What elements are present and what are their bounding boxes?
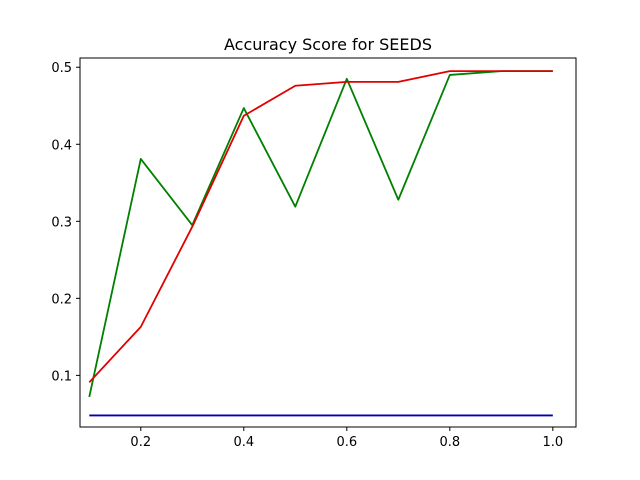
y-tick-label: 0.2	[51, 292, 72, 307]
series-line-1	[88, 70, 553, 398]
x-tick-label: 0.2	[130, 435, 151, 450]
y-tick-label: 0.4	[51, 138, 72, 153]
series-layer	[88, 70, 553, 417]
y-tick-label: 0.3	[51, 215, 72, 230]
chart-title: Accuracy Score for SEEDS	[224, 35, 432, 54]
x-tick-label: 0.8	[439, 435, 460, 450]
y-tick-label: 0.5	[51, 61, 72, 76]
plot-frame	[79, 57, 577, 428]
y-axis: 0.1 0.2 0.3 0.4 0.5	[51, 61, 80, 384]
x-tick-label: 0.4	[233, 435, 254, 450]
y-tick-label: 0.1	[51, 369, 72, 384]
x-axis: 0.2 0.4 0.6 0.8 1.0	[130, 427, 563, 450]
series-line-2	[88, 70, 553, 383]
x-tick-label: 1.0	[542, 435, 563, 450]
x-tick-label: 0.6	[336, 435, 357, 450]
